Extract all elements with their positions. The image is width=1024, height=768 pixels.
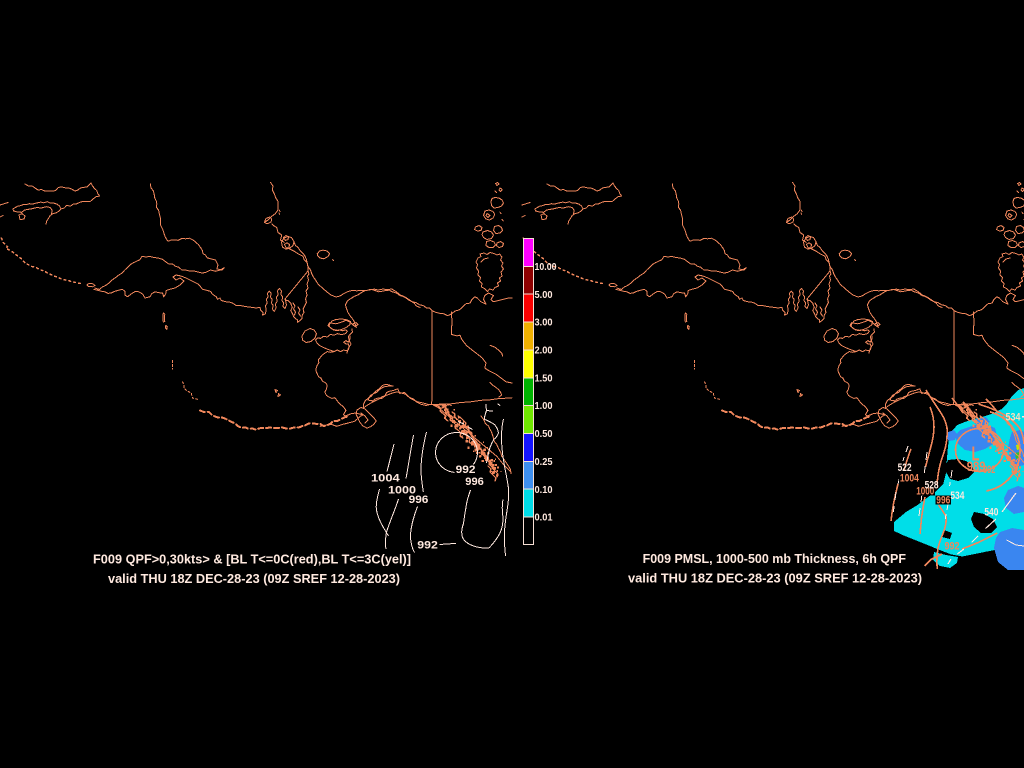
svg-text:992: 992 bbox=[417, 540, 438, 552]
svg-text:L: L bbox=[972, 443, 980, 465]
svg-text:5.00: 5.00 bbox=[535, 289, 553, 301]
svg-text:valid THU 18Z DEC-28-23 (09Z S: valid THU 18Z DEC-28-23 (09Z SREF 12-28-… bbox=[108, 572, 400, 586]
svg-text:0.01: 0.01 bbox=[535, 512, 553, 524]
svg-text:F009 QPF>0,30kts> & [BL T<=0C(: F009 QPF>0,30kts> & [BL T<=0C(red),BL T<… bbox=[93, 553, 411, 567]
svg-text:996: 996 bbox=[936, 495, 950, 507]
svg-text:992: 992 bbox=[945, 541, 960, 553]
svg-text:534: 534 bbox=[1006, 412, 1022, 424]
svg-text:534: 534 bbox=[950, 490, 965, 502]
svg-text:valid THU 18Z DEC-28-23 (09Z S: valid THU 18Z DEC-28-23 (09Z SREF 12-28-… bbox=[628, 572, 922, 586]
svg-text:0.25: 0.25 bbox=[535, 456, 553, 468]
svg-text:3.00: 3.00 bbox=[535, 317, 553, 329]
svg-text:996: 996 bbox=[465, 476, 484, 488]
svg-text:1000: 1000 bbox=[916, 486, 934, 498]
svg-text:1.50: 1.50 bbox=[535, 372, 553, 384]
svg-text:10.00: 10.00 bbox=[535, 261, 557, 273]
svg-text:992: 992 bbox=[983, 464, 995, 476]
svg-text:989: 989 bbox=[967, 458, 986, 474]
svg-text:1004: 1004 bbox=[371, 473, 401, 485]
svg-text:0.10: 0.10 bbox=[535, 484, 553, 496]
svg-text:528: 528 bbox=[925, 480, 939, 492]
svg-text:992: 992 bbox=[456, 464, 476, 476]
svg-text:1004: 1004 bbox=[900, 473, 920, 485]
svg-text:0.50: 0.50 bbox=[535, 428, 553, 440]
svg-text:1000: 1000 bbox=[388, 485, 416, 497]
svg-text:2.00: 2.00 bbox=[535, 345, 553, 357]
svg-text:540: 540 bbox=[984, 507, 998, 519]
svg-text:1.00: 1.00 bbox=[535, 400, 553, 412]
svg-text:F009 PMSL, 1000-500 mb Thickne: F009 PMSL, 1000-500 mb Thickness, 6h QPF bbox=[643, 552, 907, 566]
svg-text:522: 522 bbox=[898, 462, 912, 474]
svg-text:996: 996 bbox=[409, 494, 429, 506]
